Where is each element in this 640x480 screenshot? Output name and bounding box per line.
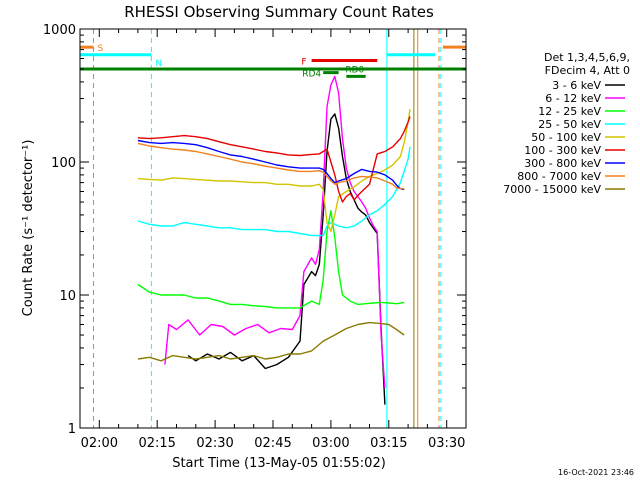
x-tick-label-0: 02:00: [81, 436, 118, 451]
flag-label-1: N: [155, 59, 162, 69]
series-line-2: [137, 209, 405, 309]
series-line-7: [137, 142, 405, 190]
legend-entry-label-1: 6 - 12 keV: [545, 92, 601, 105]
legend-entry-label-0: 3 - 6 keV: [552, 79, 601, 92]
series-line-1: [164, 75, 386, 389]
series-line-5: [137, 116, 411, 203]
generation-timestamp: 16-Oct-2021 23:46: [558, 468, 634, 477]
legend-entry-label-6: 300 - 800 keV: [524, 157, 601, 170]
flag-label-0: S: [98, 44, 104, 54]
legend-header-0: Det 1,3,4,5,6,9,: [544, 51, 630, 64]
series-line-8: [137, 321, 405, 362]
series-line-4: [137, 108, 411, 233]
chart-title: RHESSI Observing Summary Count Rates: [124, 3, 434, 21]
legend-entry-label-4: 50 - 100 keV: [531, 131, 601, 144]
x-tick-label-5: 03:15: [370, 436, 407, 451]
flag-label-4: F: [301, 57, 306, 67]
y-tick-label-0: 1: [68, 422, 76, 437]
series-line-0: [187, 113, 386, 405]
series-lines: [137, 75, 411, 405]
legend-entry-label-8: 7000 - 15000 keV: [503, 183, 601, 196]
y-tick-label-1: 10: [59, 289, 76, 304]
y-axis: 1 10 100 1000: [43, 23, 466, 437]
vertical-markers: [93, 29, 442, 428]
flag-bars: SNFRD0RD4: [80, 44, 466, 80]
series-line-3: [137, 146, 411, 237]
x-tick-label-6: 03:30: [428, 436, 465, 451]
legend-entry-label-5: 100 - 300 keV: [524, 144, 601, 157]
series-line-6: [137, 139, 405, 191]
x-tick-label-4: 03:00: [312, 436, 349, 451]
y-axis-label: Count Rate (s⁻¹ detector⁻¹): [21, 140, 36, 317]
x-tick-label-2: 02:30: [196, 436, 233, 451]
y-tick-label-2: 100: [51, 156, 76, 171]
legend-entry-label-2: 12 - 25 keV: [538, 105, 601, 118]
legend-header-1: FDecim 4, Att 0: [545, 64, 630, 77]
x-axis-label: Start Time (13-May-05 01:55:02): [172, 456, 386, 471]
legend-entry-label-7: 800 - 7000 keV: [517, 170, 601, 183]
x-tick-label-1: 02:15: [138, 436, 175, 451]
flag-label-6: RD4: [302, 70, 321, 80]
x-axis: 02:00 02:15 02:30 02:45 03:00 03:15 03:30: [79, 29, 467, 451]
y-tick-label-3: 1000: [43, 23, 76, 38]
legend: Det 1,3,4,5,6,9,FDecim 4, Att 0 3 - 6 keV…: [503, 51, 630, 196]
legend-entry-label-3: 25 - 50 keV: [538, 118, 601, 131]
x-tick-label-3: 02:45: [254, 436, 291, 451]
